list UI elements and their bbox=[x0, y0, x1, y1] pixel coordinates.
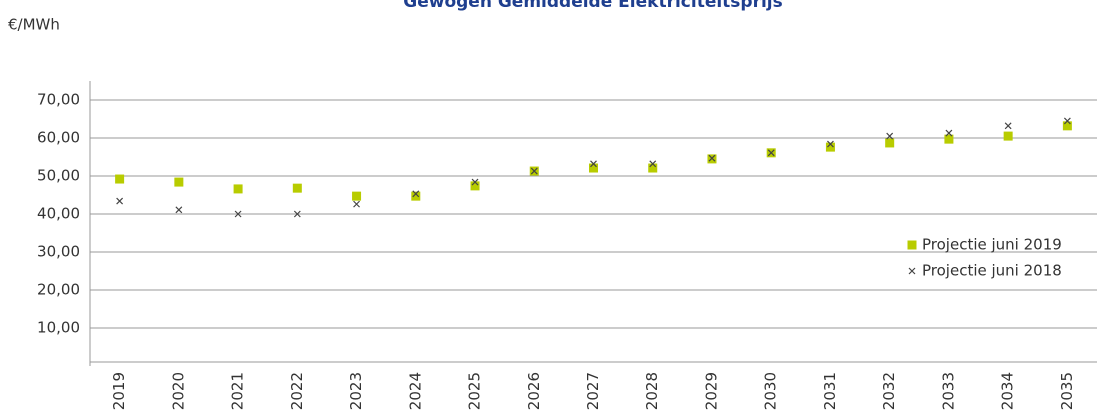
x-tick-label: 2024 bbox=[406, 372, 424, 410]
point bbox=[825, 142, 835, 152]
y-axis-label: €/MWh bbox=[8, 16, 60, 34]
point bbox=[175, 206, 183, 214]
point bbox=[944, 134, 954, 144]
point bbox=[530, 167, 538, 175]
x-tick-label: 2023 bbox=[347, 372, 365, 410]
point bbox=[411, 191, 421, 201]
x-tick-label: 2022 bbox=[288, 372, 306, 410]
x-tick-label: 2021 bbox=[229, 372, 247, 410]
y-tick-label: 10,00 bbox=[37, 319, 80, 337]
point bbox=[292, 183, 302, 193]
y-tick-label: 30,00 bbox=[37, 243, 80, 261]
point bbox=[116, 197, 124, 205]
point bbox=[908, 267, 916, 275]
chart-title: Gewogen Gemiddelde Elektriciteitsprijs bbox=[403, 0, 783, 12]
point bbox=[1062, 121, 1072, 131]
point bbox=[649, 160, 657, 168]
point bbox=[1063, 117, 1071, 125]
point bbox=[945, 129, 953, 137]
x-tick-label: 2033 bbox=[939, 372, 957, 410]
point bbox=[1003, 131, 1013, 141]
point bbox=[233, 184, 243, 194]
x-tick-label: 2034 bbox=[999, 372, 1017, 410]
point bbox=[827, 140, 834, 148]
legend-label: Projectie juni 2019 bbox=[922, 236, 1062, 254]
x-tick-label: 2025 bbox=[466, 372, 484, 410]
x-tick-label: 2028 bbox=[643, 372, 661, 410]
point bbox=[412, 190, 420, 198]
point bbox=[353, 200, 360, 208]
x-tick-label: 2027 bbox=[584, 372, 602, 410]
x-tick-label: 2020 bbox=[169, 372, 187, 410]
point bbox=[589, 163, 598, 173]
point bbox=[293, 210, 301, 218]
point bbox=[352, 191, 362, 201]
point bbox=[174, 177, 184, 187]
point bbox=[885, 138, 895, 148]
point bbox=[470, 181, 480, 191]
point bbox=[471, 178, 479, 186]
x-tick-label: 2019 bbox=[110, 372, 128, 410]
x-tick-label: 2026 bbox=[525, 372, 543, 410]
y-tick-label: 20,00 bbox=[37, 281, 80, 299]
y-tick-label: 50,00 bbox=[37, 167, 80, 185]
x-tick-label: 2032 bbox=[880, 372, 898, 410]
point bbox=[1004, 122, 1012, 130]
point bbox=[907, 240, 917, 250]
y-tick-label: 60,00 bbox=[37, 129, 80, 147]
point bbox=[115, 174, 125, 184]
point bbox=[708, 154, 716, 162]
x-tick-label: 2029 bbox=[702, 372, 720, 410]
legend-label: Projectie juni 2018 bbox=[922, 262, 1062, 280]
y-tick-label: 70,00 bbox=[37, 91, 80, 109]
point bbox=[590, 160, 597, 168]
y-tick-label: 40,00 bbox=[37, 205, 80, 223]
point bbox=[886, 132, 894, 140]
point bbox=[648, 163, 658, 173]
x-tick-label: 2030 bbox=[762, 372, 780, 410]
point bbox=[767, 149, 775, 157]
point bbox=[234, 210, 242, 218]
x-tick-label: 2031 bbox=[821, 372, 839, 410]
x-tick-label: 2035 bbox=[1058, 372, 1076, 410]
